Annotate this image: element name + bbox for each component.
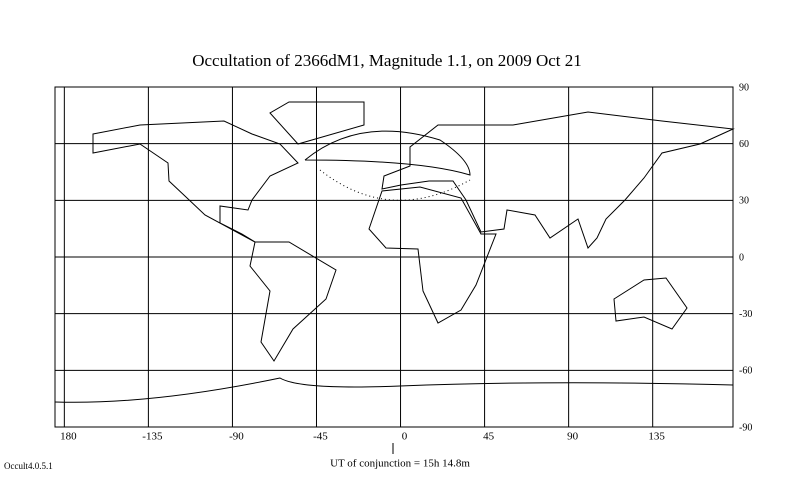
y-tick-label: 0 [739, 252, 744, 263]
y-tick-label: 90 [739, 82, 749, 93]
greenland [269, 101, 365, 145]
x-tick-label: 90 [567, 431, 579, 443]
australia [613, 277, 688, 330]
y-tick-label: 30 [739, 196, 749, 207]
x-tick-label: -90 [229, 431, 244, 443]
occultation-path [304, 130, 471, 176]
version: Occult4.0.5.1 [4, 461, 53, 471]
x-tick-label: -45 [313, 431, 328, 443]
y-tick-label: -90 [739, 422, 752, 433]
eurasia [381, 111, 735, 249]
x-tick-label: -135 [142, 431, 163, 443]
x-tick-label: 45 [483, 431, 495, 443]
caption: UT of conjunction = 15h 14.8m [330, 458, 470, 470]
x-tick-label: 0 [402, 431, 408, 443]
x-tick-label: 180 [60, 431, 77, 443]
occultation-path-dotted [319, 169, 471, 201]
x-tick-label: 135 [648, 431, 665, 443]
map-land [54, 101, 735, 403]
y-tick-label: 60 [739, 139, 749, 150]
y-tick-label: -60 [739, 366, 752, 377]
south-america [249, 241, 337, 362]
antarctica [54, 377, 734, 403]
north-america [92, 120, 299, 243]
chart-title: Occultation of 2366dM1, Magnitude 1.1, o… [192, 51, 582, 70]
africa [368, 186, 497, 324]
y-tick-label: -30 [739, 309, 752, 320]
